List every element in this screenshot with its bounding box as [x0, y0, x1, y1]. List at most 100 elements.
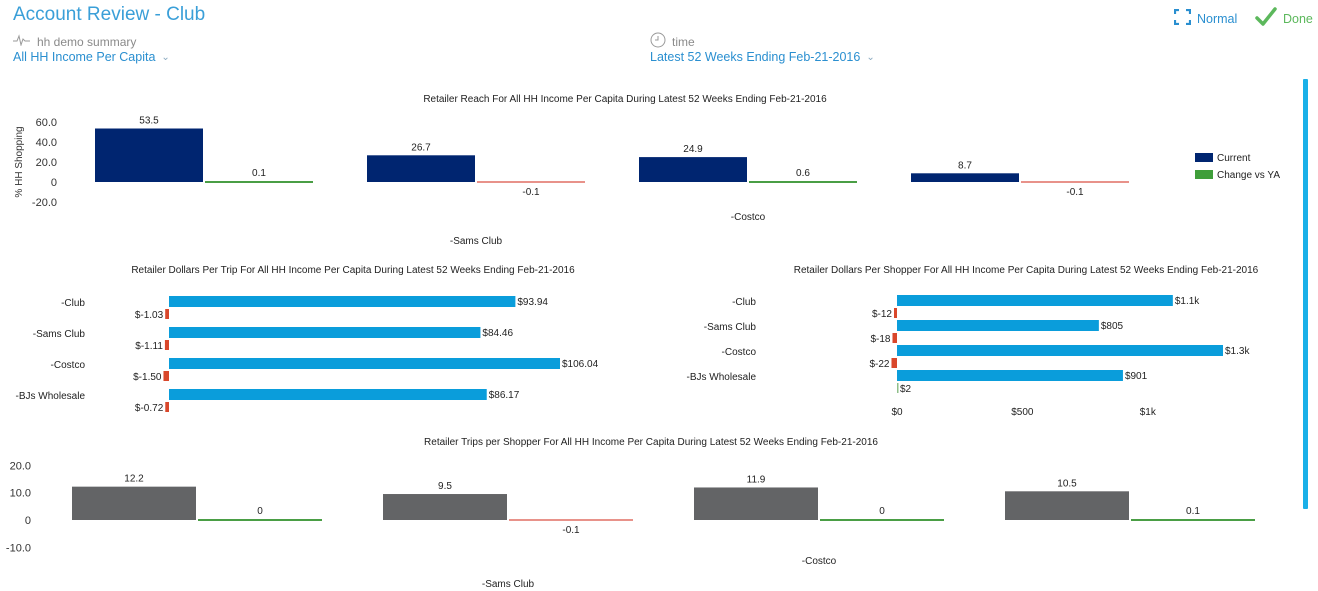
filter-demo-value[interactable]: All HH Income Per Capita — [13, 50, 156, 64]
bar-change — [198, 519, 322, 521]
bar-current — [383, 494, 507, 520]
filter-time-label: time — [650, 32, 695, 51]
bar-current — [639, 157, 747, 182]
y-tick-label: 0 — [25, 515, 31, 527]
category-label: -Sams Club — [482, 579, 535, 590]
x-tick-label: $1k — [1140, 407, 1157, 418]
legend-label: Change vs YA — [1217, 170, 1280, 181]
chevron-down-icon[interactable]: ⌄ — [161, 51, 170, 63]
bar-current — [95, 128, 203, 182]
data-label-current: $84.46 — [482, 328, 513, 339]
data-label-change: $-1.03 — [135, 310, 164, 321]
bar-change — [1131, 519, 1255, 521]
data-label-current: 9.5 — [438, 481, 452, 492]
data-label-change: $-18 — [870, 334, 890, 345]
normal-label[interactable]: Normal — [1197, 11, 1238, 26]
bar-current — [897, 370, 1123, 381]
category-label: -Costco — [731, 212, 766, 223]
bar-change — [749, 181, 857, 183]
data-label-change: 0.1 — [1186, 506, 1200, 517]
dollars-per-trip-chart: Retailer Dollars Per Trip For All HH Inc… — [16, 265, 599, 414]
chart-title: Retailer Reach For All HH Income Per Cap… — [423, 94, 827, 105]
bar-change — [891, 358, 897, 368]
data-label-current: 26.7 — [411, 142, 431, 153]
bar-change — [165, 309, 169, 319]
pulse-icon — [13, 34, 31, 49]
bar-change — [893, 308, 897, 318]
filter-demo-label: hh demo summary — [13, 34, 136, 49]
data-label-change: 0.6 — [796, 168, 810, 179]
done-button[interactable]: Done — [1255, 7, 1313, 30]
category-label: -BJs Wholesale — [687, 372, 757, 383]
chevron-down-icon[interactable]: ⌄ — [866, 51, 875, 63]
data-label-change: -0.1 — [1066, 187, 1084, 198]
bar-current — [367, 155, 475, 182]
category-label: -BJs Wholesale — [16, 391, 86, 402]
data-label-change: $-0.72 — [135, 403, 164, 414]
reach-chart: Retailer Reach For All HH Income Per Cap… — [14, 94, 1280, 247]
data-label-current: $86.17 — [489, 390, 520, 401]
chart-title: Retailer Dollars Per Trip For All HH Inc… — [131, 265, 575, 276]
x-tick-label: $0 — [891, 407, 903, 418]
category-label: -Sams Club — [704, 322, 757, 333]
checkmark-icon — [1255, 7, 1277, 30]
bar-current — [897, 320, 1099, 331]
bar-current — [897, 345, 1223, 356]
data-label-current: 10.5 — [1057, 478, 1077, 489]
data-label-current: $93.94 — [517, 297, 548, 308]
bar-change — [164, 340, 169, 350]
normal-view-button[interactable]: Normal — [1173, 8, 1238, 28]
data-label-current: 53.5 — [139, 116, 159, 127]
category-label: -Costco — [722, 347, 757, 358]
bar-change — [509, 519, 633, 521]
expand-icon — [1173, 8, 1192, 28]
data-label-current: 8.7 — [958, 160, 972, 171]
bar-current — [1005, 491, 1129, 520]
data-label-change: $-12 — [872, 309, 892, 320]
scrollbar[interactable] — [1303, 79, 1308, 509]
legend-swatch — [1195, 153, 1213, 162]
bar-current — [911, 173, 1019, 182]
bar-current — [169, 296, 516, 307]
bar-change — [205, 181, 313, 183]
bar-change — [1021, 181, 1129, 183]
data-label-current: $805 — [1101, 321, 1124, 332]
filter-demo-dropdown[interactable]: All HH Income Per Capita ⌄ — [13, 50, 170, 64]
chart-title: Retailer Dollars Per Shopper For All HH … — [794, 265, 1259, 276]
x-tick-label: $500 — [1011, 407, 1034, 418]
data-label-change: $-22 — [869, 359, 889, 370]
bar-current — [72, 486, 196, 520]
filter-time-value[interactable]: Latest 52 Weeks Ending Feb-21-2016 — [650, 50, 861, 64]
y-tick-label: 20.0 — [36, 157, 57, 169]
data-label-change: 0 — [879, 506, 885, 517]
legend-swatch — [1195, 170, 1213, 179]
category-label: -Costco — [51, 360, 86, 371]
filter-time-dropdown[interactable]: Latest 52 Weeks Ending Feb-21-2016 ⌄ — [650, 50, 875, 64]
data-label-change: -0.1 — [522, 187, 540, 198]
chart-title: Retailer Trips per Shopper For All HH In… — [424, 437, 878, 448]
done-label[interactable]: Done — [1283, 11, 1313, 26]
data-label-current: $1.1k — [1175, 296, 1200, 307]
clock-icon — [650, 32, 666, 51]
data-label-current: 24.9 — [683, 144, 703, 155]
data-label-change: 0 — [257, 506, 263, 517]
bar-current — [169, 358, 560, 369]
y-tick-label: 40.0 — [36, 137, 57, 149]
data-label-change: $-1.11 — [135, 341, 163, 352]
bar-current — [897, 295, 1173, 306]
bar-change — [163, 371, 169, 381]
category-label: -Sams Club — [33, 329, 86, 340]
data-label-current: 11.9 — [747, 474, 766, 485]
y-axis-label: % HH Shopping — [14, 126, 25, 197]
bar-change — [897, 383, 899, 393]
trips-per-shopper-chart: Retailer Trips per Shopper For All HH In… — [6, 437, 1255, 590]
bar-change — [820, 519, 944, 521]
dollars-per-shopper-chart: Retailer Dollars Per Shopper For All HH … — [687, 265, 1259, 418]
data-label-current: $106.04 — [562, 359, 599, 370]
data-label-change: $-1.50 — [133, 372, 162, 383]
data-label-current: $901 — [1125, 371, 1148, 382]
bar-current — [169, 389, 487, 400]
bar-change — [165, 402, 169, 412]
data-label-current: 12.2 — [124, 474, 144, 485]
category-label: -Club — [732, 297, 756, 308]
